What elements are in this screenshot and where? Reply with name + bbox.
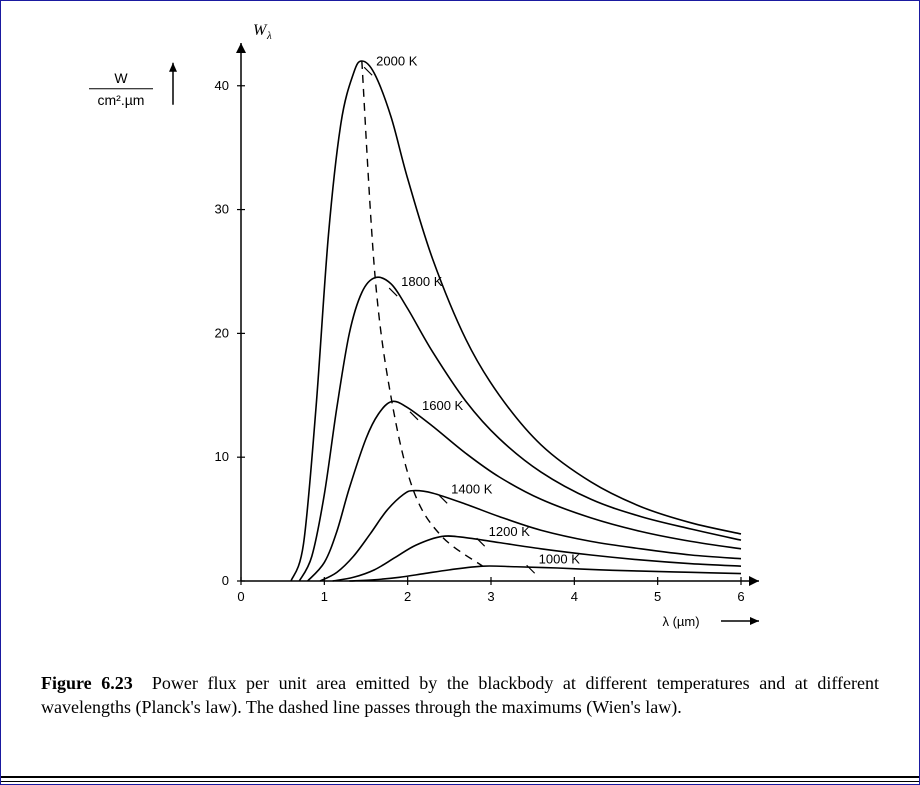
x-tick-label: 0	[237, 589, 244, 604]
y-unit-numerator: W	[114, 70, 128, 86]
x-axis-label: λ (µm)	[662, 614, 699, 629]
curve-1200K	[333, 536, 741, 581]
x-axis-arrow-icon	[749, 576, 759, 586]
x-tick-label: 6	[737, 589, 744, 604]
y-tick-label: 20	[215, 325, 229, 340]
bottom-rule-2	[1, 781, 919, 782]
chart-area: 0 1 2 3 4 5 6 0 10 20 30 40 2000 K 1800 K 1600 K 1400 K…	[61, 21, 781, 641]
y-unit-arrow-icon	[169, 63, 177, 72]
x-tick-label: 3	[487, 589, 494, 604]
curve-2000K	[291, 61, 741, 581]
x-tick-label: 5	[654, 589, 661, 604]
y-unit-denominator: cm².µm	[98, 92, 145, 108]
curve-label: 1800 K	[401, 274, 443, 289]
chart-svg: 0 1 2 3 4 5 6 0 10 20 30 40 2000 K 1800 K 1600 K 1400 K…	[61, 21, 781, 641]
y-tick-label: 40	[215, 78, 229, 93]
bottom-rule-1	[1, 776, 919, 778]
y-axis-symbol: W	[253, 22, 268, 39]
y-tick-label: 30	[215, 202, 229, 217]
y-tick-label: 10	[215, 449, 229, 464]
curve-label: 1200 K	[489, 524, 531, 539]
figure-caption-text: Power flux per unit area emitted by the …	[41, 673, 879, 717]
figure-caption: Figure 6.23 Power flux per unit area emi…	[41, 671, 879, 720]
x-tick-label: 2	[404, 589, 411, 604]
figure-number: Figure 6.23	[41, 673, 133, 693]
curve-label: 1000 K	[539, 551, 581, 566]
y-axis-subscript: λ	[266, 30, 272, 42]
curve-label: 1600 K	[422, 398, 464, 413]
curve-label: 2000 K	[376, 53, 418, 68]
x-axis-label-arrow-icon	[750, 617, 759, 625]
x-tick-label: 4	[571, 589, 578, 604]
x-tick-label: 1	[321, 589, 328, 604]
y-axis-arrow-icon	[236, 43, 246, 53]
curve-label: 1400 K	[451, 481, 493, 496]
page: 0 1 2 3 4 5 6 0 10 20 30 40 2000 K 1800 K 1600 K 1400 K…	[0, 0, 920, 785]
y-tick-label: 0	[222, 573, 229, 588]
